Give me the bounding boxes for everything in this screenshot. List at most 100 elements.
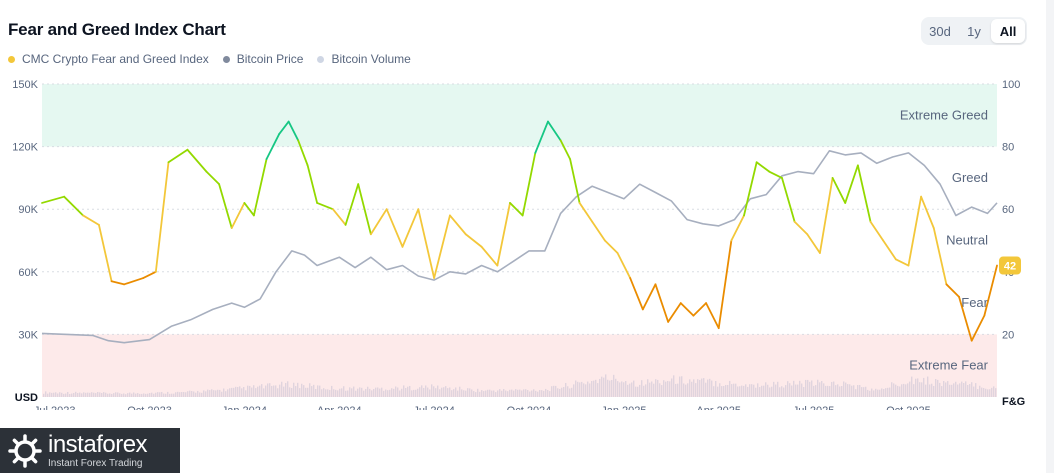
volume-bar <box>451 390 453 397</box>
volume-bar <box>567 386 569 397</box>
zone-label-neutral: Neutral <box>946 233 988 248</box>
volume-bar <box>949 384 951 397</box>
volume-bar <box>397 387 399 397</box>
fear-greed-segment <box>945 283 960 298</box>
volume-bar <box>657 379 659 397</box>
volume-bar <box>357 388 359 397</box>
volume-bar <box>143 393 145 397</box>
volume-bar <box>705 382 707 397</box>
x-axis-tick: Apr 2024 <box>317 405 362 410</box>
fear-greed-segment <box>186 148 208 173</box>
volume-bar <box>975 383 977 397</box>
fear-greed-segment <box>844 164 859 204</box>
volume-bar <box>971 382 973 397</box>
volume-bar <box>129 392 131 397</box>
volume-bar <box>861 387 863 397</box>
volume-bar <box>565 382 567 397</box>
right-axis-title: F&G <box>1002 396 1025 408</box>
volume-bar <box>987 389 989 397</box>
volume-bar <box>881 388 883 397</box>
legend-label-bitcoin-price: Bitcoin Price <box>236 52 304 66</box>
volume-bar <box>309 383 311 397</box>
volume-bar <box>185 392 187 397</box>
instaforex-watermark: instaforex Instant Forex Trading <box>0 428 180 473</box>
range-30d-button[interactable]: 30d <box>929 23 951 39</box>
volume-bar <box>723 386 725 397</box>
volume-bar <box>969 384 971 397</box>
volume-bar <box>103 392 105 397</box>
volume-bar <box>851 385 853 397</box>
volume-bar <box>805 379 807 397</box>
volume-bar <box>845 382 847 397</box>
volume-bar <box>485 390 487 397</box>
fear-greed-segment <box>667 302 682 323</box>
volume-bar <box>681 376 683 397</box>
volume-bar <box>951 384 953 397</box>
volume-bar <box>473 391 475 397</box>
current-value-badge <box>999 256 1021 275</box>
volume-bar <box>155 392 157 397</box>
volume-bar <box>81 393 83 397</box>
volume-bar <box>265 385 267 397</box>
volume-bar <box>167 391 169 397</box>
volume-bar <box>579 382 581 397</box>
volume-bar <box>311 386 313 397</box>
volume-bar <box>263 388 265 397</box>
volume-bar <box>213 390 215 397</box>
volume-bar <box>193 391 195 397</box>
volume-bar <box>147 393 149 397</box>
volume-bar <box>513 390 515 397</box>
volume-bar <box>751 384 753 397</box>
volume-bar <box>73 392 75 397</box>
volume-bar <box>769 387 771 397</box>
volume-bar <box>323 388 325 397</box>
left-axis-tick: 30K <box>18 329 38 341</box>
volume-bar <box>549 391 551 397</box>
fear-greed-segment <box>316 202 334 211</box>
page-scrollbar[interactable] <box>1046 0 1054 473</box>
fear-greed-chart[interactable]: Extreme Greed Greed Neutral Fear Extreme Fea… <box>0 70 1046 410</box>
volume-bar <box>719 383 721 397</box>
volume-bar <box>927 376 929 397</box>
volume-bar <box>739 386 741 397</box>
range-all-button[interactable]: All <box>991 19 1025 43</box>
volume-bar <box>637 386 639 397</box>
volume-bar <box>487 389 489 397</box>
volume-bar <box>539 389 541 397</box>
volume-bar <box>641 380 643 397</box>
volume-bar <box>59 392 61 397</box>
volume-bar <box>195 392 197 397</box>
volume-bar <box>333 389 335 397</box>
fear-greed-segment <box>654 283 670 323</box>
fear-greed-segment <box>252 158 268 217</box>
volume-bar <box>211 389 213 397</box>
volume-bar <box>245 390 247 397</box>
volume-bar <box>917 378 919 397</box>
volume-bar <box>149 393 151 397</box>
volume-bar <box>235 386 237 397</box>
volume-bar <box>259 385 261 397</box>
volume-bar <box>317 385 319 397</box>
volume-bar <box>889 387 891 397</box>
fear-greed-segment <box>218 183 233 229</box>
legend-item-bitcoin-price[interactable]: Bitcoin Price <box>222 52 304 66</box>
volume-bar <box>83 392 85 397</box>
volume-bar <box>749 384 751 397</box>
volume-bar <box>495 392 497 397</box>
volume-bar <box>717 386 719 397</box>
volume-bar <box>479 391 481 397</box>
volume-bar <box>107 393 109 397</box>
volume-bar <box>753 384 755 397</box>
legend-item-bitcoin-volume[interactable]: Bitcoin Volume <box>317 52 411 66</box>
volume-bar <box>807 379 809 397</box>
volume-bar <box>189 390 191 397</box>
legend-item-fear-greed[interactable]: CMC Crypto Fear and Greed Index <box>8 52 209 66</box>
volume-bar <box>499 389 501 397</box>
volume-bar <box>435 388 437 397</box>
volume-bar <box>99 392 101 397</box>
x-axis-tick: Oct 2025 <box>886 405 931 410</box>
volume-bar <box>385 389 387 397</box>
volume-bar <box>745 384 747 397</box>
volume-bar <box>811 380 813 397</box>
range-1y-button[interactable]: 1y <box>967 23 981 39</box>
